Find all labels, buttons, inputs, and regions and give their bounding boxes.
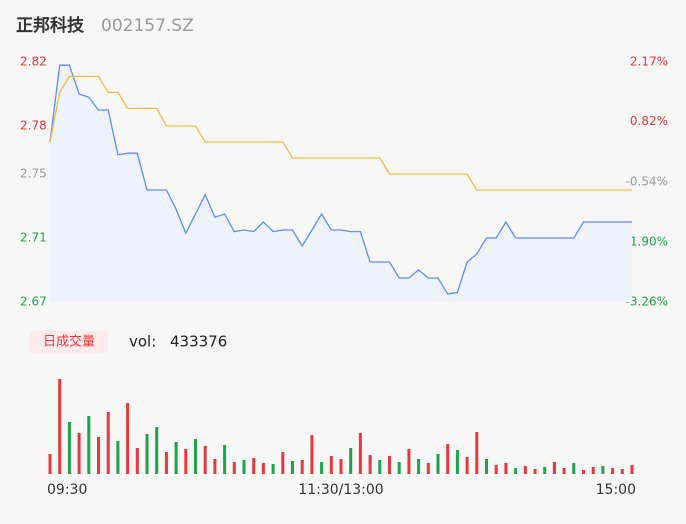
volume-bar xyxy=(242,460,246,474)
volume-bar xyxy=(155,427,159,474)
volume-bar xyxy=(77,433,81,474)
volume-bar xyxy=(620,469,624,474)
volume-bar xyxy=(368,455,372,474)
volume-bar xyxy=(203,446,207,474)
volume-bar xyxy=(58,379,62,474)
y2-tick-label: 0.82% xyxy=(630,114,668,128)
volume-bar xyxy=(582,470,585,474)
volume-bar xyxy=(358,433,362,474)
volume-bar xyxy=(232,462,236,474)
volume-bar xyxy=(349,448,353,474)
volume-bar xyxy=(514,468,518,474)
volume-bar xyxy=(426,463,430,474)
volume-bar xyxy=(261,463,265,474)
volume-bar xyxy=(630,465,634,474)
volume-bar xyxy=(281,452,285,474)
y2-tick-label: -3.26% xyxy=(626,295,668,309)
price-area xyxy=(50,65,632,302)
volume-bar xyxy=(135,448,139,474)
volume-bar xyxy=(562,468,566,474)
volume-bar xyxy=(126,403,130,474)
volume-bar xyxy=(164,452,168,474)
volume-bar xyxy=(87,416,91,474)
volume-bar xyxy=(407,449,411,474)
y-tick-label: 2.78 xyxy=(20,119,47,133)
price-line xyxy=(49,64,632,295)
volume-bar xyxy=(446,444,450,474)
y2-tick-label: 2.17% xyxy=(630,55,668,69)
volume-bar xyxy=(485,459,488,474)
volume-bar xyxy=(223,445,227,474)
volume-bar xyxy=(213,459,217,474)
volume-bar xyxy=(194,439,197,474)
volume-badge xyxy=(30,331,108,353)
total-volume: 433376 xyxy=(170,333,227,351)
volume-bar xyxy=(174,442,178,474)
y-tick-label: 2.67 xyxy=(20,295,47,309)
volume-bar xyxy=(252,458,256,474)
volume-bar xyxy=(48,454,52,474)
volume-bar xyxy=(291,461,294,474)
volume-bar xyxy=(300,460,304,474)
volume-bar xyxy=(329,456,333,474)
volume-label: vol: xyxy=(129,333,156,351)
volume-bar xyxy=(417,459,421,474)
stock-code: 002157.SZ xyxy=(101,16,194,36)
volume-bar xyxy=(67,422,71,474)
volume-bar xyxy=(184,449,188,474)
volume-bar xyxy=(455,450,459,474)
volume-bar xyxy=(601,466,605,474)
volume-bar xyxy=(465,457,469,474)
x-tick-label: 11:30/13:00 xyxy=(298,482,383,498)
volume-bar xyxy=(397,462,401,474)
x-tick-label: 15:00 xyxy=(596,482,636,498)
y-tick-label: 2.71 xyxy=(20,231,47,245)
volume-bar xyxy=(611,468,615,474)
volume-bar xyxy=(436,454,440,474)
volume-bar xyxy=(504,463,508,474)
stock-name: 正邦科技 xyxy=(16,15,85,36)
volume-bar xyxy=(339,459,343,474)
volume-bar xyxy=(475,432,479,474)
volume-bar xyxy=(388,456,391,474)
y-tick-label: 2.75 xyxy=(20,167,47,181)
y2-tick-label: -1.90% xyxy=(626,234,668,248)
volume-bar xyxy=(523,466,527,474)
volume-bar xyxy=(543,467,547,474)
y2-tick-label: -0.54% xyxy=(626,174,668,188)
volume-bar xyxy=(116,441,120,474)
x-tick-label: 09:30 xyxy=(47,482,87,498)
average-line xyxy=(49,75,632,191)
volume-bar xyxy=(145,434,149,474)
volume-bar xyxy=(552,462,556,474)
volume-bar xyxy=(533,469,537,474)
volume-title: 日成交量 xyxy=(43,334,95,350)
volume-bar xyxy=(310,435,314,474)
y-tick-label: 2.82 xyxy=(20,55,47,69)
volume-bar xyxy=(591,467,595,474)
volume-bar xyxy=(320,462,324,474)
volume-bar xyxy=(106,412,110,474)
volume-bar xyxy=(97,437,100,474)
volume-bar xyxy=(271,464,275,474)
volume-bar xyxy=(494,465,498,474)
volume-bar xyxy=(572,463,576,474)
volume-bar xyxy=(378,460,382,474)
